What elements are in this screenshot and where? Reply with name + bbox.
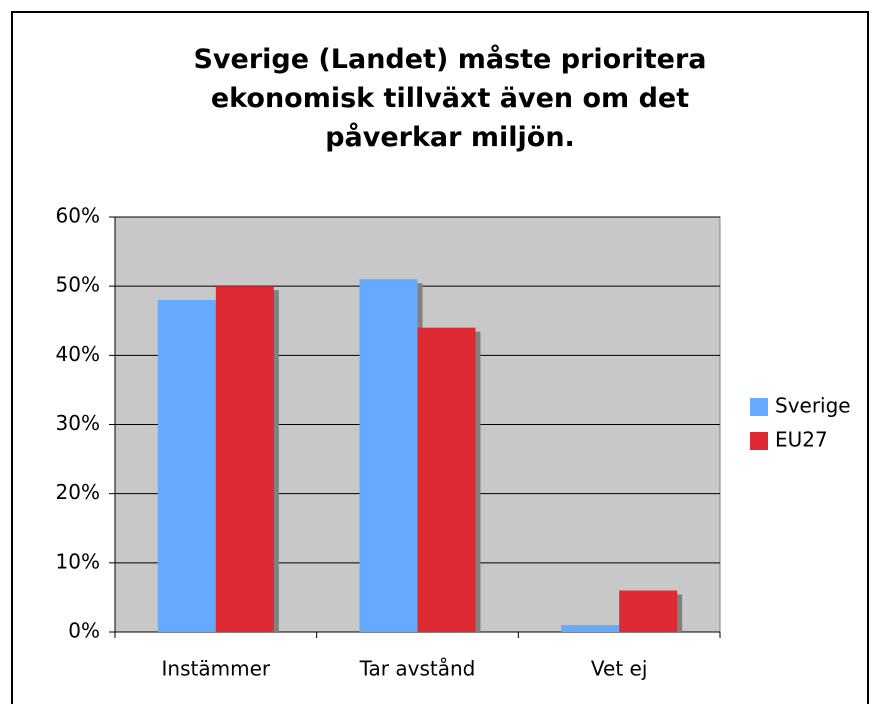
x-tick-label: Vet ej [591,657,648,681]
y-tick-label: 50% [56,273,100,297]
bar [561,625,620,632]
x-tick-label: Instämmer [162,657,271,681]
y-tick-label: 40% [56,342,100,366]
x-tick-label: Tar avstånd [359,657,476,681]
bar [359,279,418,632]
y-tick-label: 60% [56,204,100,228]
legend-swatch [750,432,768,450]
bar [417,327,476,632]
y-tick-label: 30% [56,411,100,435]
legend-label: Sverige [775,394,851,418]
legend-swatch [750,398,768,416]
bar [619,590,678,632]
y-tick-label: 0% [68,619,100,643]
frame [11,11,869,704]
chart-title: Sverige (Landet) måste prioritera ekonom… [193,44,707,153]
y-tick-label: 10% [56,549,100,573]
bar [157,300,216,632]
bar [215,286,274,632]
y-tick-label: 20% [56,480,100,504]
legend-label: EU27 [775,428,828,452]
